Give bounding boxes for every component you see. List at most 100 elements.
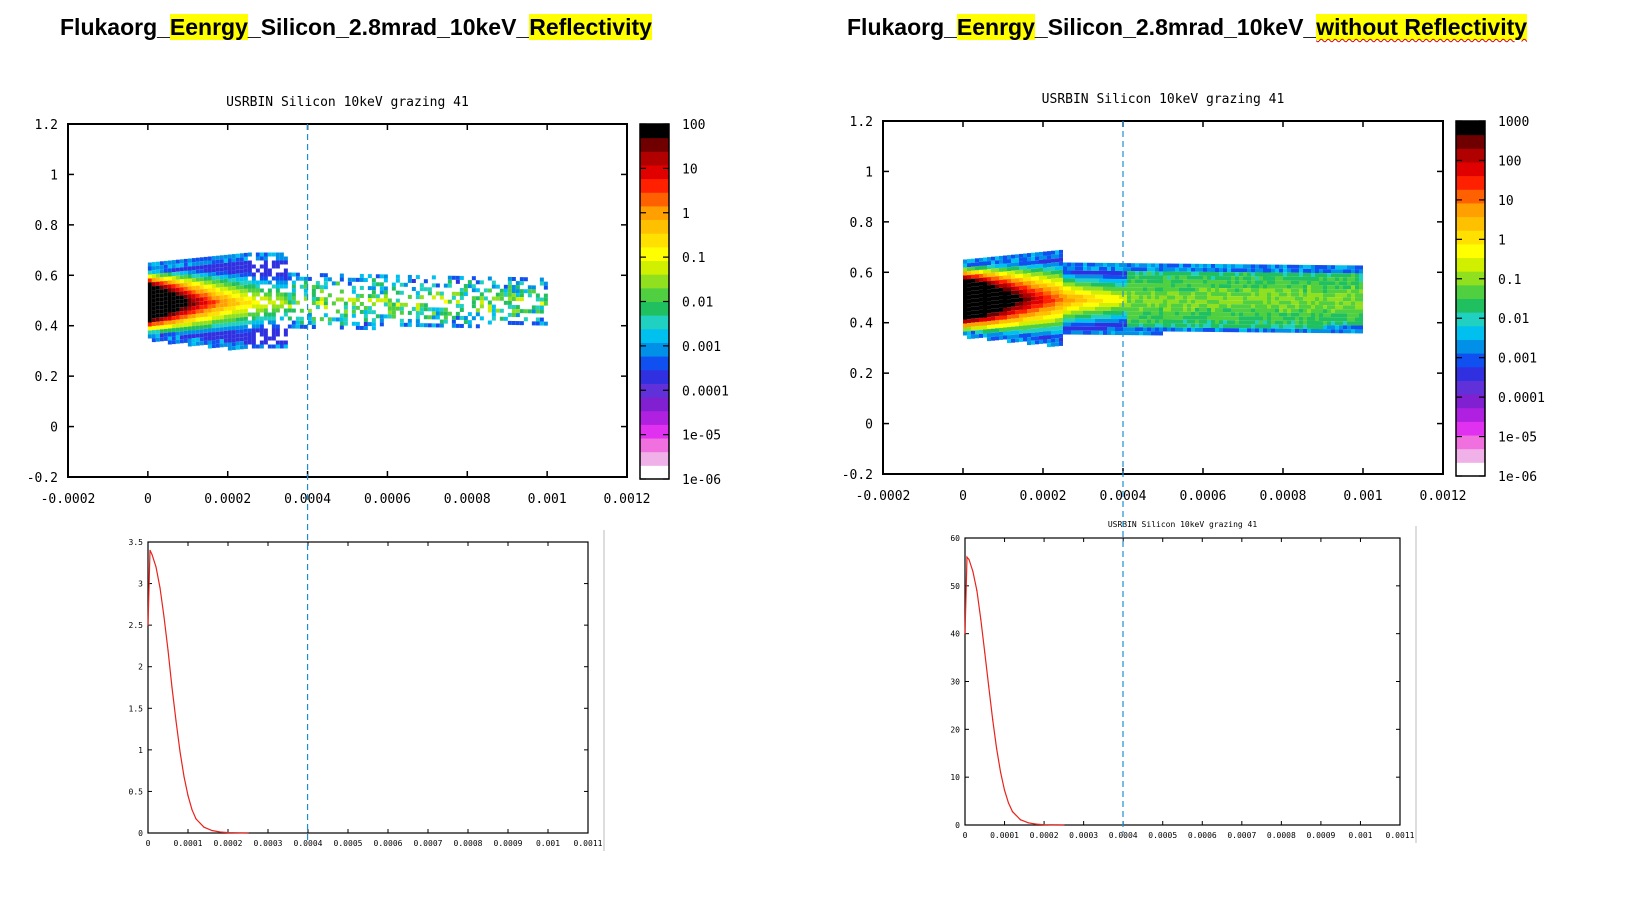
heat-cell <box>423 315 428 320</box>
heat-cell <box>347 297 352 302</box>
heat-cell <box>1271 268 1275 273</box>
heat-cell <box>147 290 152 295</box>
heat-cell <box>391 314 396 319</box>
heat-cell <box>463 320 468 325</box>
heat-cell <box>967 271 971 276</box>
heat-cell <box>191 262 196 267</box>
heat-cell <box>1203 279 1207 284</box>
heat-cell <box>251 328 256 333</box>
heat-cell <box>1079 298 1083 303</box>
heat-cell <box>963 267 967 272</box>
heat-cell <box>1239 264 1243 269</box>
heat-cell <box>395 298 400 303</box>
heat-cell <box>1063 266 1067 271</box>
heat-cell <box>1315 325 1319 330</box>
heat-cell <box>1023 297 1027 302</box>
heat-cell <box>283 296 288 301</box>
heat-cell <box>159 313 164 318</box>
heat-cell <box>227 302 232 307</box>
heat-cell <box>543 321 548 326</box>
heat-cell <box>1067 326 1071 331</box>
heat-cell <box>1211 323 1215 328</box>
heat-cell <box>191 278 196 283</box>
heat-cell <box>151 274 156 279</box>
heat-cell <box>199 285 204 290</box>
heat-cell <box>163 268 168 273</box>
heat-cell <box>1239 300 1243 305</box>
heat-cell <box>1067 306 1071 311</box>
heat-cell <box>1343 325 1347 330</box>
heat-cell <box>1031 340 1035 345</box>
heat-cell <box>1287 308 1291 313</box>
heat-cell <box>1159 303 1163 308</box>
heat-cell <box>1323 265 1327 270</box>
heat-cell <box>1007 255 1011 260</box>
heat-cell <box>1299 284 1303 289</box>
heat-cell <box>1231 264 1235 269</box>
heat-cell <box>1087 302 1091 307</box>
heat-cell <box>311 292 316 297</box>
heat-cell <box>235 325 240 330</box>
heat-cell <box>1027 281 1031 286</box>
heat-cell <box>159 293 164 298</box>
heat-cell <box>1039 279 1043 284</box>
heat-cell <box>1035 336 1039 341</box>
heat-cell <box>971 302 975 307</box>
heat-cell <box>1131 331 1135 336</box>
heat-cell <box>1155 263 1159 268</box>
heat-cell <box>1347 301 1351 306</box>
heat-cell <box>991 328 995 333</box>
heat-cell <box>263 264 268 269</box>
heat-cell <box>159 277 164 282</box>
heat-cell <box>1239 312 1243 317</box>
x-tick-label: 0.001 <box>528 492 567 507</box>
heat-cell <box>511 296 516 301</box>
heat-cell <box>351 277 356 282</box>
heat-cell <box>207 296 212 301</box>
heat-cell <box>1215 288 1219 293</box>
heat-cell <box>967 323 971 328</box>
heat-cell <box>303 288 308 293</box>
heat-cell <box>1323 301 1327 306</box>
heat-cell <box>1291 296 1295 301</box>
heat-cell <box>159 261 164 266</box>
heat-cell <box>527 289 532 294</box>
heat-cell <box>1139 291 1143 296</box>
data-point <box>1051 824 1053 826</box>
heat-cell <box>1023 317 1027 322</box>
heat-cell <box>1343 317 1347 322</box>
heat-cell <box>1055 282 1059 287</box>
heat-cell <box>1003 311 1007 316</box>
heat-cell <box>1231 316 1235 321</box>
heat-cell <box>543 281 548 286</box>
heat-cell <box>207 260 212 265</box>
heat-cell <box>1143 271 1147 276</box>
heat-cell <box>1083 298 1087 303</box>
heat-cell <box>1339 313 1343 318</box>
heat-cell <box>1035 284 1039 289</box>
heat-cell <box>1039 327 1043 332</box>
heat-cell <box>1299 308 1303 313</box>
heat-cell <box>423 303 428 308</box>
heat-cell <box>459 291 464 296</box>
heat-cell <box>1287 320 1291 325</box>
heat-cell <box>231 306 236 311</box>
heat-cell <box>159 281 164 286</box>
heat-cell <box>1115 283 1119 288</box>
heat-cell <box>1231 312 1235 317</box>
heat-cell <box>1055 302 1059 307</box>
heat-cell <box>451 319 456 324</box>
heat-cell <box>1035 304 1039 309</box>
heat-cell <box>1019 313 1023 318</box>
heat-cell <box>215 315 220 320</box>
heat-cell <box>1339 285 1343 290</box>
heat-cell <box>1035 272 1039 277</box>
heat-cell <box>1219 312 1223 317</box>
heat-cell <box>1043 311 1047 316</box>
heat-cell <box>239 301 244 306</box>
x-tick-label: -0.0002 <box>856 489 911 504</box>
heat-cell <box>1259 300 1263 305</box>
heat-cell <box>1223 316 1227 321</box>
heat-cell <box>171 288 176 293</box>
heat-cell <box>1331 301 1335 306</box>
